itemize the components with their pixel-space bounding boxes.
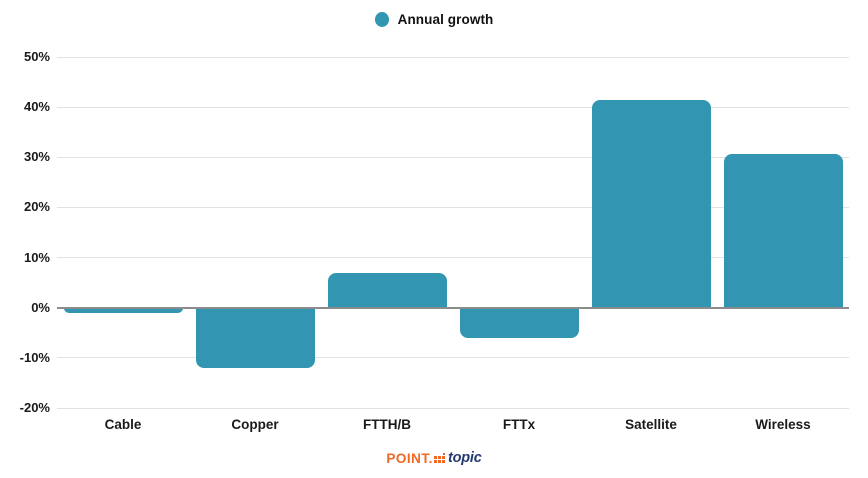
logo-dot-matrix-icon bbox=[433, 453, 445, 463]
bar-copper[interactable] bbox=[195, 307, 315, 368]
bar-fttx[interactable] bbox=[459, 307, 579, 338]
gridline-30 bbox=[57, 156, 849, 158]
bar-ftth-b[interactable] bbox=[327, 272, 447, 308]
gridline-40 bbox=[57, 106, 849, 108]
bar-wireless[interactable] bbox=[723, 153, 843, 308]
bar-cable[interactable] bbox=[63, 307, 183, 313]
zero-axis-line bbox=[57, 306, 849, 309]
bar-satellite[interactable] bbox=[591, 99, 711, 308]
y-tick-label: 50% bbox=[23, 49, 50, 64]
x-tick-label-copper: Copper bbox=[231, 417, 279, 432]
legend-label: Annual growth bbox=[397, 12, 494, 27]
x-tick-label-fttx: FTTx bbox=[502, 417, 536, 432]
legend-item-annual-growth[interactable]: Annual growth bbox=[0, 12, 868, 27]
y-tick-label: 40% bbox=[23, 99, 50, 115]
x-tick-label-cable: Cable bbox=[104, 417, 142, 432]
y-tick-label: 20% bbox=[23, 199, 50, 215]
gridline--20 bbox=[57, 407, 849, 409]
legend-marker-icon bbox=[374, 12, 389, 27]
logo-topic-text: topic bbox=[447, 450, 482, 466]
y-tick-label: 0% bbox=[31, 299, 50, 315]
x-tick-label-ftth-b: FTTH/B bbox=[363, 417, 411, 432]
x-tick-label-wireless: Wireless bbox=[755, 417, 811, 432]
pointtopic-logo: POINT. topic bbox=[0, 450, 868, 466]
y-tick-label: 30% bbox=[23, 149, 50, 165]
gridline-10 bbox=[57, 257, 849, 259]
x-tick-label-satellite: Satellite bbox=[625, 417, 677, 432]
gridline-20 bbox=[57, 206, 849, 208]
gridline--10 bbox=[57, 357, 849, 359]
gridline-50 bbox=[57, 56, 849, 58]
logo-point-text: POINT. bbox=[386, 450, 433, 466]
plot-area bbox=[57, 56, 849, 409]
y-tick-label: 10% bbox=[23, 249, 50, 265]
y-tick-label: -20% bbox=[19, 400, 50, 415]
x-axis: Cable Copper FTTH/B FTTx Satellite Wireless bbox=[57, 417, 849, 432]
y-tick-label: -10% bbox=[19, 349, 50, 365]
